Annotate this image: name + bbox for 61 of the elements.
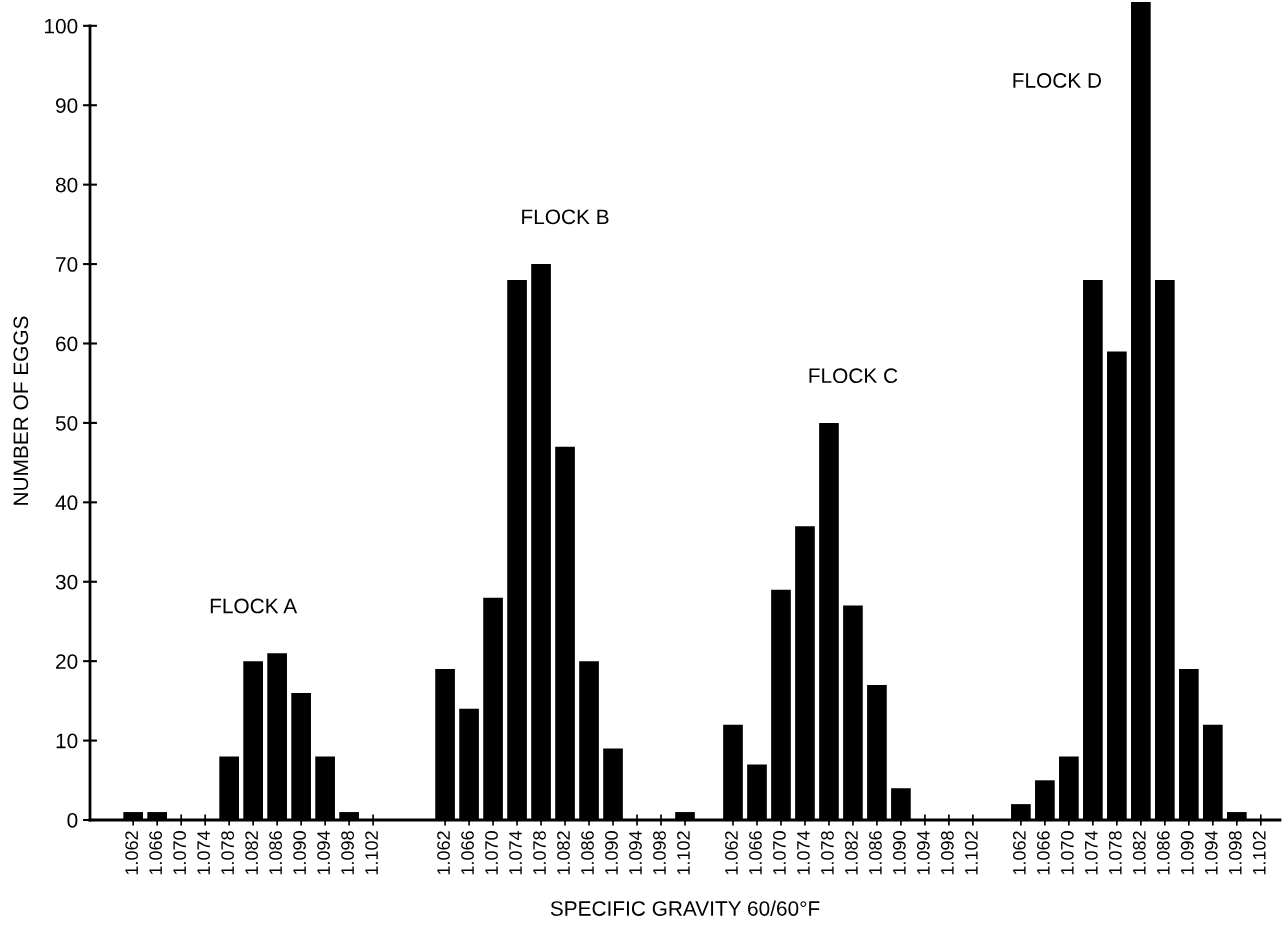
x-tick-label: 1.082	[845, 831, 858, 875]
x-tick-label: 1.078	[1108, 831, 1122, 875]
x-tick-label: 1.094	[629, 830, 642, 875]
annotation: FLOCK C	[809, 368, 898, 384]
y-tick-label: 50	[55, 415, 78, 431]
x-axis-title: SPECIFIC GRAVITY 60/60°F	[550, 900, 820, 916]
y-axis-title: NUMBER OF EGGS	[13, 316, 29, 505]
x-tick-label: 1.074	[1084, 830, 1098, 875]
x-tick-label: 1.086	[581, 831, 594, 875]
x-tick-label: 1.094	[317, 830, 330, 875]
x-tick-label: 1.094	[916, 830, 930, 875]
y-tick-label: 70	[56, 257, 78, 272]
annotation: FLOCK B	[522, 209, 609, 225]
x-tick-label: 1.082	[245, 831, 258, 875]
y-tick-label: 100	[45, 18, 78, 34]
x-tick-label: 1.070	[1060, 831, 1074, 875]
y-tick-label: 10	[56, 733, 78, 749]
x-tick-label: 1.066	[149, 831, 163, 875]
x-tick-label: 1.082	[557, 831, 570, 875]
y-tick-label: 20	[56, 654, 78, 669]
x-tick-label: 1.090	[293, 831, 306, 875]
x-tick-label: 1.094	[1204, 830, 1218, 875]
x-tick-label: 1.074	[797, 830, 810, 875]
annotation: FLOCK A	[210, 598, 298, 614]
x-tick-label: 1.090	[605, 831, 618, 875]
x-tick-label: 1.090	[892, 831, 906, 875]
x-tick-label: 1.062	[1012, 831, 1026, 875]
x-tick-label: 1.074	[509, 830, 522, 875]
x-tick-label: 1.078	[221, 831, 234, 875]
x-tick-label: 1.070	[773, 831, 786, 875]
x-tick-label: 1.066	[1036, 831, 1050, 875]
x-tick-label: 1.098	[940, 831, 954, 875]
y-tick-label: 60	[56, 336, 78, 352]
y-tick-label: 0	[67, 813, 78, 828]
x-tick-label: 1.062	[725, 831, 738, 875]
x-tick-label: 1.102	[1252, 831, 1266, 875]
x-tick-label: 1.102	[365, 831, 378, 875]
x-tick-label: 1.086	[869, 831, 882, 875]
x-tick-label: 1.066	[749, 831, 762, 875]
x-tick-label: 1.098	[653, 831, 666, 875]
annotation: FLOCK D	[1013, 73, 1102, 88]
x-tick-label: 1.086	[1156, 831, 1170, 875]
y-tick-label: 90	[56, 98, 78, 113]
x-tick-label: 1.102	[677, 831, 690, 875]
x-tick-label: 1.062	[437, 831, 450, 875]
x-tick-label: 1.070	[173, 831, 187, 875]
y-tick-label: 40	[55, 495, 78, 511]
x-tick-label: 1.078	[821, 831, 834, 875]
x-tick-label: 1.074	[197, 830, 211, 875]
x-tick-label: 1.070	[485, 831, 498, 875]
x-tick-label: 1.082	[1132, 831, 1146, 875]
x-tick-label: 1.078	[533, 831, 546, 875]
x-tick-label: 1.062	[125, 831, 139, 875]
x-tick-label: 1.098	[1228, 831, 1242, 875]
x-tick-label: 1.066	[461, 831, 474, 875]
x-tick-label: 1.086	[269, 831, 282, 875]
x-tick-label: 1.090	[1180, 831, 1194, 875]
y-tick-label: 30	[55, 574, 78, 590]
x-tick-label: 1.098	[341, 831, 354, 875]
x-tick-label: 1.102	[964, 831, 978, 875]
y-tick-label: 80	[55, 177, 78, 193]
